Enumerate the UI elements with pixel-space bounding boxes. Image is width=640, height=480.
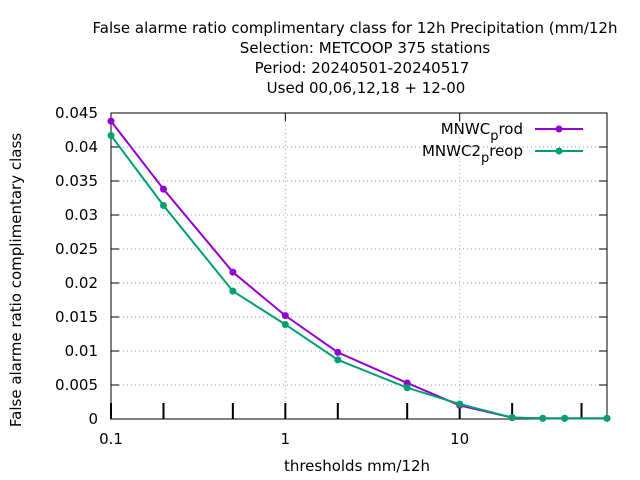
data-point [159,185,167,193]
chart-title: False alarme ratio complimentary class f… [93,19,618,97]
data-point [603,414,611,422]
title-line-1: False alarme ratio complimentary class f… [93,19,618,37]
data-point [281,320,289,328]
legend-marker [555,125,563,133]
data-point [229,287,237,295]
legend-label: MNWC2preop [422,142,523,166]
x-tick-label: 0.1 [99,430,123,448]
data-point [539,414,547,422]
y-tick-label: 0.03 [65,206,98,224]
y-axis-label: False alarme ratio complimentary class [7,133,25,427]
y-tick-label: 0.005 [55,376,98,394]
series-line-1 [110,120,607,420]
y-tick-label: 0.035 [55,172,98,190]
data-point [403,384,411,392]
data-point [107,131,115,139]
title-line-3: Period: 20240501-20240517 [255,59,470,77]
y-tick-label: 0.01 [65,342,98,360]
data-point [229,268,237,276]
data-point [508,414,516,422]
data-point [107,117,115,125]
y-tick-label: 0.045 [55,104,98,122]
x-axis: 0.1 1 10 [99,113,583,448]
series-line-2 [110,134,607,420]
legend-label: MNWCprod [441,120,523,144]
y-tick-label: 0.025 [55,240,98,258]
x-tick-label: 10 [450,430,469,448]
data-point [456,400,464,408]
data-point [159,201,167,209]
title-line-2: Selection: METCOOP 375 stations [240,39,491,57]
data-point [561,414,569,422]
y-axis: 0 0.005 0.01 0.015 0.02 0.025 0.03 0.035 0.04 0.0… [55,104,607,428]
y-tick-label: 0.04 [65,138,98,156]
y-tick-label: 0.015 [55,308,98,326]
plot-area [107,117,611,422]
y-tick-label: 0 [88,410,98,428]
data-point [334,356,342,364]
y-tick-label: 0.02 [65,274,98,292]
grid [110,112,608,420]
plot-frame [110,112,608,420]
x-axis-label: thresholds mm/12h [284,457,430,475]
title-line-4: Used 00,06,12,18 + 12-00 [267,79,466,97]
data-point [281,312,289,320]
data-point [334,348,342,356]
legend-marker [555,147,563,155]
x-tick-label: 1 [281,430,291,448]
